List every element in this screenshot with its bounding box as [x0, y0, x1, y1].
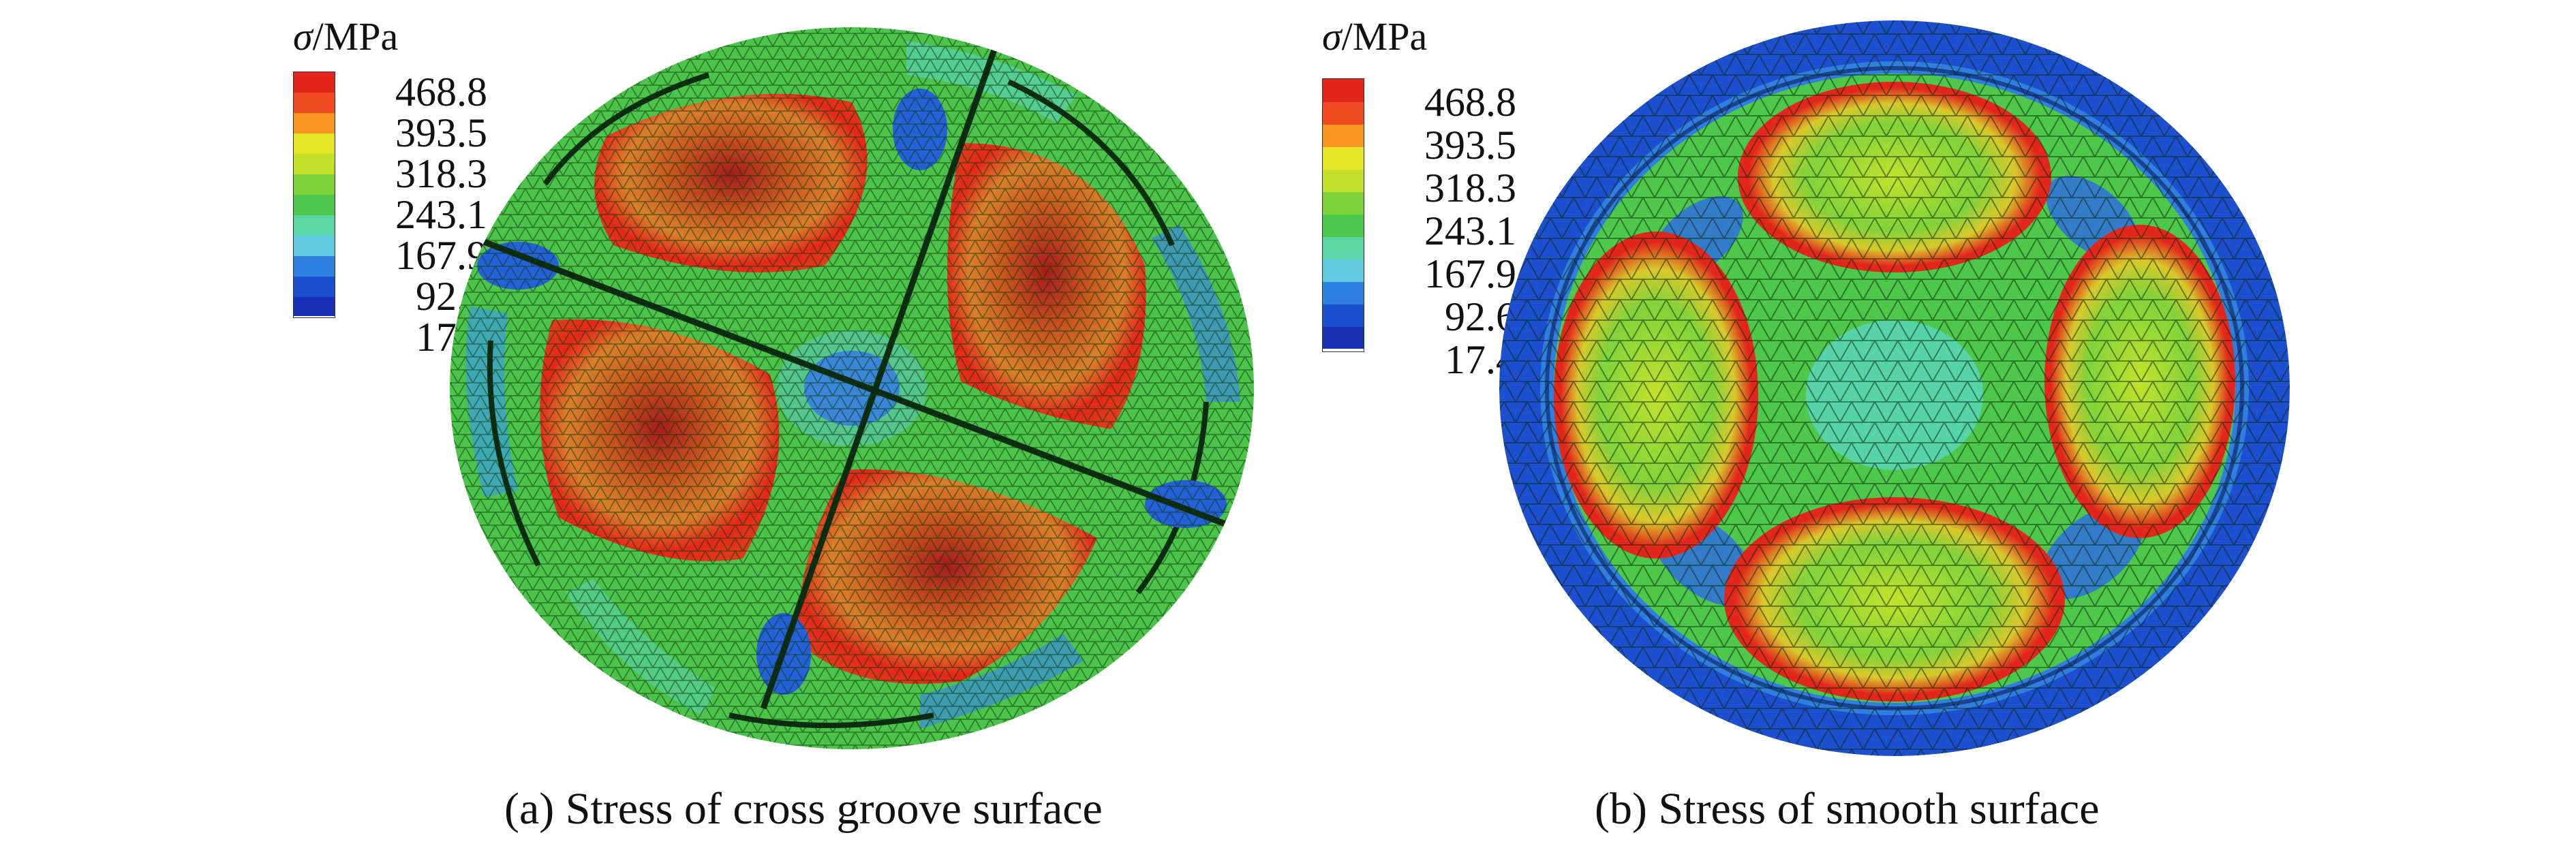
- legend-swatch: [294, 154, 335, 174]
- legend-swatch: [1323, 125, 1364, 147]
- legend-colorbar: [1322, 78, 1364, 352]
- legend-colorbar: [293, 72, 335, 318]
- legend-symbol: σ: [293, 14, 313, 59]
- legend-swatch: [294, 297, 335, 316]
- legend-swatch: [1323, 327, 1364, 349]
- legend-swatch: [1323, 79, 1364, 102]
- legend-label: 167.9: [1424, 251, 1516, 296]
- legend-title: σ/MPa: [293, 14, 398, 59]
- legend-swatch: [1323, 192, 1364, 215]
- panel-smooth: σ/MPa 468.8 393.5 318.3 243.1 167.9 92.6…: [1288, 0, 2576, 848]
- legend-swatch: [1323, 237, 1364, 260]
- panel-cross-groove: σ/MPa 468.8 393.5 318.3 243.1 167.9 92.6…: [293, 14, 1254, 834]
- legend-title: σ/MPa: [1322, 14, 1427, 59]
- legend-label: 243.1: [1424, 208, 1516, 253]
- legend-swatch: [294, 134, 335, 154]
- legend-swatch: [294, 93, 335, 113]
- legend-label: 243.1: [395, 192, 487, 237]
- legend-swatch: [294, 113, 335, 134]
- legend-swatch: [1323, 102, 1364, 125]
- legend-swatch: [294, 236, 335, 256]
- legend-label: 318.3: [1424, 166, 1516, 210]
- legend-symbol: σ: [1322, 14, 1342, 59]
- legend-swatch: [294, 72, 335, 93]
- legend-swatch: [294, 215, 335, 236]
- legend-swatch: [294, 256, 335, 277]
- legend-swatch: [1323, 260, 1364, 282]
- legend-swatch: [294, 277, 335, 297]
- legend-swatch: [1323, 282, 1364, 304]
- legend-swatch: [1323, 304, 1364, 327]
- legend-swatch: [294, 174, 335, 195]
- legend-label: 318.3: [395, 151, 487, 196]
- panel-caption: (b) Stress of smooth surface: [1595, 784, 2100, 834]
- smooth-stress-map: [1499, 20, 2290, 756]
- legend-label: 393.5: [1424, 123, 1516, 168]
- legend-unit: /MPa: [312, 14, 399, 59]
- cross-groove-stress-map: [450, 27, 1254, 749]
- legend-label: 167.9: [395, 233, 487, 278]
- legend-unit: /MPa: [1341, 14, 1428, 59]
- legend-swatch: [1323, 170, 1364, 192]
- legend-swatch: [1323, 147, 1364, 170]
- legend-label: 393.5: [395, 110, 487, 155]
- legend-swatch: [1323, 215, 1364, 237]
- panel-caption: (a) Stress of cross groove surface: [504, 784, 1103, 834]
- legend-label: 468.8: [395, 69, 487, 114]
- legend-label: 468.8: [1424, 80, 1516, 125]
- legend-swatch: [294, 195, 335, 215]
